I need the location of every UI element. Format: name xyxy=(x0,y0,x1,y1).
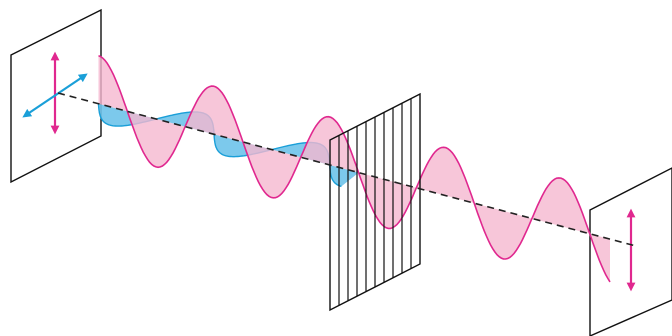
axis-layer xyxy=(57,92,637,247)
polarizer-grid xyxy=(329,92,421,312)
propagation-axis xyxy=(57,92,637,247)
horizontal-wave-fill xyxy=(98,103,359,187)
polarizer-frame xyxy=(329,92,421,312)
vertical-wave xyxy=(98,54,611,283)
horizontal-arrow xyxy=(22,73,88,118)
vertical-wave-fill xyxy=(98,55,610,282)
wave-layer xyxy=(97,54,611,283)
